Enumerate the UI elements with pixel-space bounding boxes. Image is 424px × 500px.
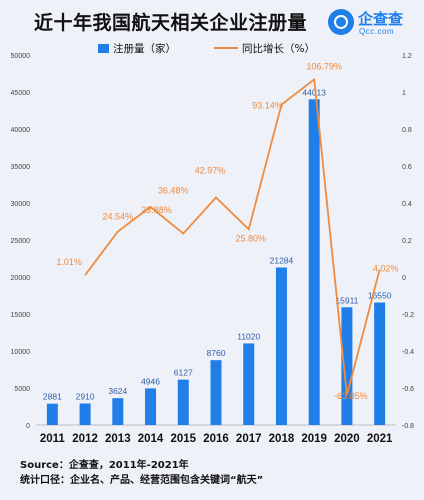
bar-value-label: 15911	[335, 295, 358, 305]
bar-value-label: 44013	[302, 87, 326, 97]
x-tick-label: 2017	[236, 433, 262, 445]
y-left-tick-label: 30000	[11, 201, 31, 208]
y-right-tick-label: -0.4	[402, 349, 414, 356]
line-value-label: 24.54%	[103, 212, 134, 222]
bar	[46, 403, 58, 425]
y-left-tick-label: 15000	[11, 312, 31, 319]
legend-bar-label: 注册量（家）	[113, 42, 176, 55]
bar-value-label: 2881	[43, 392, 62, 402]
x-tick-label: 2012	[72, 433, 98, 445]
y-right-tick-label: 0.2	[402, 238, 412, 245]
bar-value-label: 2910	[76, 391, 95, 401]
bar-value-label: 16550	[368, 291, 392, 301]
y-right-tick-label: 0.4	[402, 201, 412, 208]
bar-value-label: 8760	[207, 348, 226, 358]
line-value-label: 106.79%	[306, 61, 342, 71]
line-value-label: 1.01%	[56, 257, 82, 267]
bar-value-label: 11020	[237, 331, 260, 341]
line-value-label: -63.85%	[334, 391, 368, 401]
y-right-tick-label: -0.6	[402, 386, 414, 393]
chart-title: 近十年我国航天相关企业注册量	[34, 12, 308, 34]
x-tick-label: 2013	[105, 433, 131, 445]
legend-line-label: 同比增长（%）	[242, 42, 315, 55]
bar	[79, 403, 91, 425]
y-left-tick-label: 10000	[11, 349, 31, 356]
growth-line	[84, 77, 381, 396]
y-right-tick-label: 1.2	[402, 53, 412, 60]
bar	[210, 360, 222, 425]
y-right-tick-label: -0.2	[402, 312, 414, 319]
bar-value-label: 3624	[108, 386, 127, 396]
bar-value-label: 4946	[141, 376, 160, 386]
bar	[374, 302, 386, 425]
bar	[243, 343, 255, 425]
qcc-logo-icon	[328, 9, 354, 35]
bar	[275, 267, 287, 425]
x-tick-label: 2015	[170, 433, 196, 445]
bar	[112, 398, 124, 425]
line-value-label: 42.97%	[195, 166, 226, 176]
chart-footer: Source：企查查，2011年-2021年 统计口径：企业名、产品、经营范围包…	[20, 458, 263, 488]
x-tick-label: 2016	[203, 433, 229, 445]
logo-name: 企查查	[358, 10, 404, 28]
x-tick-label: 2021	[367, 433, 393, 445]
y-left-tick-label: 25000	[11, 238, 31, 245]
line-value-label: 23.88%	[141, 205, 172, 215]
line-value-label: 4.02%	[373, 264, 399, 274]
y-right-tick-label: -0.8	[402, 423, 414, 430]
x-tick-label: 2011	[40, 433, 66, 445]
y-left-tick-label: 45000	[11, 90, 31, 97]
y-right-tick-label: 0	[402, 275, 406, 282]
bar	[145, 388, 157, 425]
y-left-tick-label: 20000	[11, 275, 31, 282]
bar	[341, 307, 353, 425]
x-tick-label: 2020	[334, 433, 360, 445]
y-left-tick-label: 0	[26, 423, 30, 430]
qcc-logo: 企查查 Qcc.com	[328, 8, 420, 38]
x-tick-label: 2018	[269, 433, 295, 445]
line-value-label: 25.80%	[235, 233, 266, 243]
y-left-tick-label: 50000	[11, 53, 31, 60]
legend-bar-swatch	[98, 44, 109, 53]
x-tick-label: 2014	[138, 433, 164, 445]
y-right-tick-label: 0.6	[402, 164, 412, 171]
line-value-label: 93.14%	[252, 101, 283, 111]
source-note: Source：企查查，2011年-2021年	[20, 460, 189, 471]
bar	[177, 379, 189, 425]
y-left-tick-label: 5000	[14, 386, 30, 393]
bar-value-label: 6127	[174, 368, 193, 378]
y-left-tick-label: 35000	[11, 164, 31, 171]
x-tick-label: 2019	[301, 433, 327, 445]
scope-note: 统计口径：企业名、产品、经营范围包含关键词“航天”	[20, 475, 264, 486]
bar-value-label: 21284	[270, 255, 294, 265]
logo-subtitle: Qcc.com	[359, 27, 395, 36]
line-value-label: 36.48%	[158, 186, 189, 196]
bar	[308, 99, 320, 425]
y-right-tick-label: 0.8	[402, 127, 412, 134]
y-right-tick-label: 1	[402, 90, 406, 97]
y-left-tick-label: 40000	[11, 127, 31, 134]
